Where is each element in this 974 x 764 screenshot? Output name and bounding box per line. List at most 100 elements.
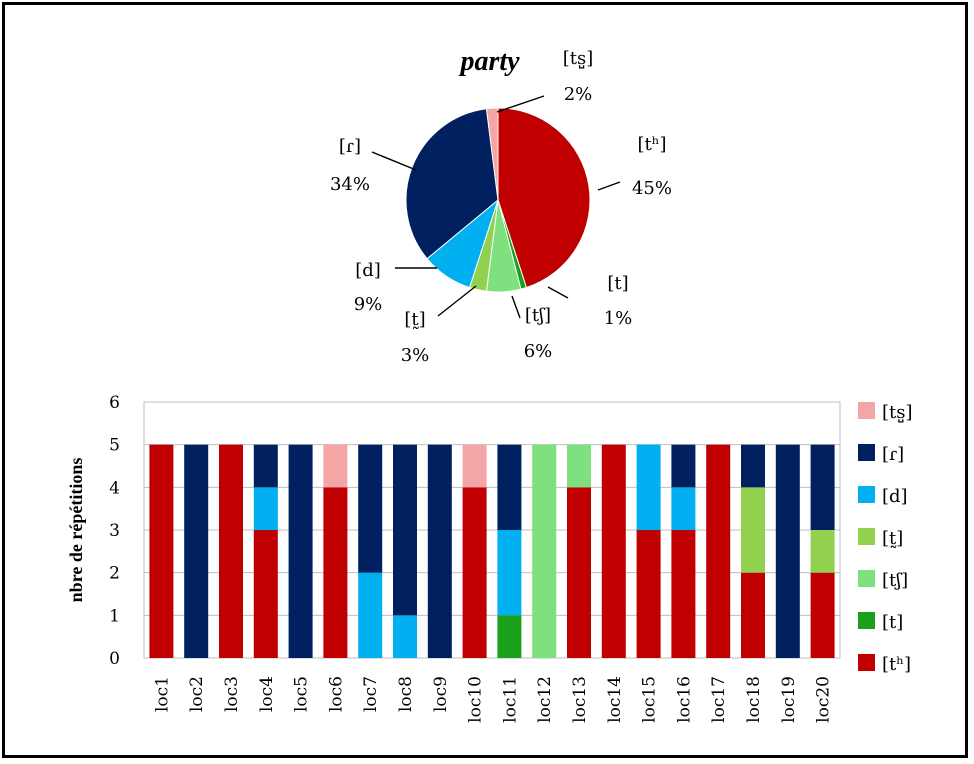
y-tick-label: 2 [109,564,120,584]
bar-segment [253,444,278,488]
bar-segment [393,615,417,658]
x-tick-label: loc13 [570,676,590,723]
x-tick-label: loc17 [709,676,729,723]
pie-slice-value: 2% [564,84,593,105]
bar-segment [253,487,278,530]
x-tick-label: loc5 [292,676,312,712]
x-tick-label: loc2 [187,676,207,712]
x-tick-label: loc19 [779,676,799,723]
bar-segment [775,444,800,658]
pie-slice [497,107,591,289]
x-tick-label: loc8 [396,676,416,712]
legend-swatch [858,444,875,461]
x-tick-label: loc4 [257,676,277,712]
bar-segment [810,572,835,658]
x-tick-label: loc9 [431,676,451,712]
x-tick-label: loc11 [500,676,520,723]
pie-slice-value: 3% [401,345,430,366]
pie-slice-value: 9% [354,294,383,315]
bar-segment [741,487,765,573]
leader-line [547,286,569,299]
pie-slice-value: 1% [604,308,633,329]
bar-segment [706,444,731,658]
bar-segment [462,444,487,488]
bar-segment [497,444,522,530]
pie-slices [405,107,591,293]
bar-segment [810,530,835,573]
y-tick-label: 3 [109,521,120,541]
bar-segment [219,444,243,658]
bar-segment [323,487,348,658]
pie-chart: party [tʰ] 45% [t] 1% [tʃ] 6% [t̰] 3% [d] 9% [ɾ] 34… [330,46,672,366]
bar-segment [358,444,383,573]
leader-line [511,295,521,319]
legend-swatch [858,654,875,671]
pie-slice-label: [d] [355,260,381,281]
y-tick-labels: 0 1 2 3 4 5 6 [109,393,120,669]
legend-label: [tʃ] [882,570,908,591]
bar-segment [810,444,835,530]
y-tick-label: 6 [109,393,120,413]
x-tick-label: loc20 [814,676,834,723]
pie-slice-value: 6% [524,341,553,362]
y-tick-label: 5 [109,436,120,456]
legend-swatch [858,402,875,419]
bar-segment [497,530,522,616]
legend-label: [d] [882,486,908,507]
bar-segment [532,444,557,658]
bar-segment [671,487,696,530]
bar-segment [149,444,174,658]
x-tick-labels: loc1 loc2 loc3 loc4 loc5 loc6 loc7 loc8 loc9 loc1… [152,676,833,723]
pie-slice-label: [ts̺] [563,48,594,70]
leader-line [597,181,621,191]
bar-segment [601,444,626,658]
x-tick-label: loc7 [361,676,381,712]
pie-slice-label: [t̰] [404,309,425,330]
y-tick-label: 0 [109,649,120,669]
leader-line [437,285,477,317]
legend-label: [ts̺] [882,402,913,424]
pie-slice-label: [t] [607,273,628,294]
legend-label: [t] [882,612,903,633]
leader-line [371,151,417,171]
bar-segment [741,572,765,658]
bar-segment [427,444,452,658]
x-tick-label: loc6 [326,676,346,712]
pie-slice [485,107,499,201]
x-tick-label: loc15 [640,676,660,723]
bar-segment [671,530,696,658]
legend-label: [tʰ] [882,654,911,675]
bar-segment [636,444,661,530]
legend-label: [ɾ] [882,444,904,465]
legend-swatch [858,528,875,545]
legend-swatch [858,570,875,587]
bar-segment [358,572,383,658]
bar-segment [636,530,661,658]
bar-segment [671,444,696,488]
bar-chart: 0 1 2 3 4 5 6 loc1 loc2 loc3 loc4 loc5 loc6 loc7 loc8… [66,393,913,723]
bar-segment [567,444,591,488]
bar-segment [393,444,417,616]
legend-swatch [858,612,875,629]
x-tick-label: loc1 [152,676,172,712]
bar-segment [184,444,209,658]
x-tick-label: loc18 [744,676,764,723]
x-tick-label: loc3 [222,676,242,712]
bar-segment [288,444,313,658]
pie-slice-label: [ɾ] [339,136,361,157]
bar-segment [497,615,522,658]
bar-segment [741,444,765,488]
bar-segment [253,530,278,658]
y-axis-title: nbre de répétitions [66,458,86,603]
leader-line [496,95,545,113]
legend: [ts̺] [ɾ] [d] [t̰] [tʃ] [t] [tʰ] [858,402,913,675]
y-tick-label: 4 [109,478,120,498]
x-tick-label: loc10 [466,676,486,723]
bar-segment [567,487,591,658]
y-tick-label: 1 [109,606,120,626]
gridlines [144,444,840,616]
x-tick-label: loc14 [605,676,625,723]
x-tick-label: loc16 [674,676,694,723]
legend-swatch [858,486,875,503]
